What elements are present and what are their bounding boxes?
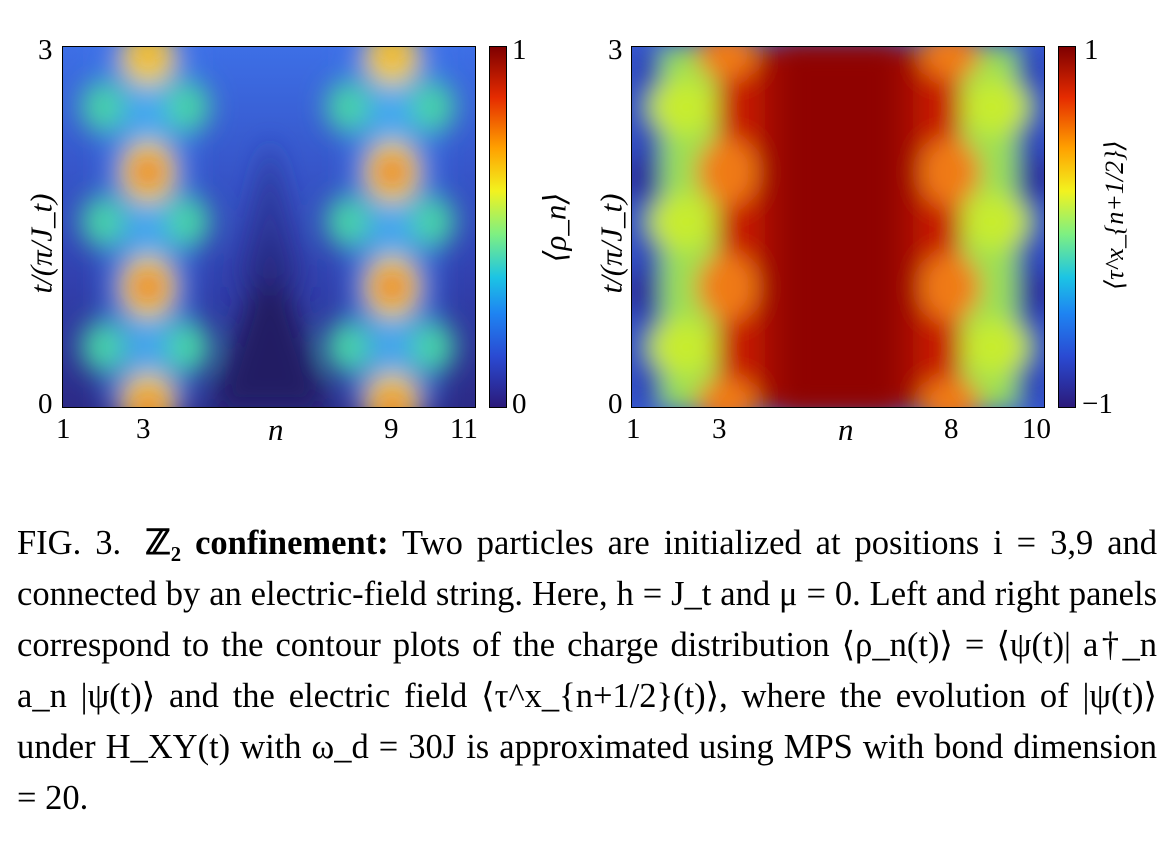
left-heatmap — [62, 46, 476, 408]
right-colorbar-tick-bottom: −1 — [1082, 388, 1113, 420]
right-x-tick-8: 8 — [944, 413, 959, 445]
right-x-tick-3: 3 — [712, 413, 727, 445]
right-x-axis-label: n — [838, 412, 854, 447]
figure-caption: FIG. 3. ℤ₂ confinement: Two particles ar… — [17, 518, 1157, 824]
right-heatmap — [631, 46, 1045, 408]
left-x-tick-11: 11 — [450, 413, 478, 445]
right-y-tick-top: 3 — [608, 34, 623, 66]
left-colorbar-tick-bottom: 0 — [512, 388, 527, 420]
caption-fig-label: FIG. 3. — [17, 524, 122, 562]
left-x-tick-9: 9 — [384, 413, 399, 445]
caption-title: ℤ₂ confinement: — [145, 524, 389, 562]
right-x-tick-10: 10 — [1022, 413, 1051, 445]
left-y-tick-bottom: 0 — [38, 388, 53, 420]
right-y-tick-bottom: 0 — [608, 388, 623, 420]
right-y-axis-label: t/(π/J_t) — [593, 193, 629, 294]
left-colorbar-tick-top: 1 — [512, 34, 527, 66]
left-x-axis-label: n — [268, 412, 284, 447]
left-colorbar — [489, 46, 507, 408]
right-colorbar — [1058, 46, 1076, 408]
left-x-tick-1: 1 — [56, 413, 71, 445]
right-x-tick-1: 1 — [626, 413, 641, 445]
caption-text: Two particles are initialized at positio… — [17, 524, 1158, 817]
left-x-tick-3: 3 — [136, 413, 151, 445]
right-colorbar-tick-top: 1 — [1084, 34, 1099, 66]
left-colorbar-label: ⟨ρ_n⟩ — [537, 192, 573, 263]
left-y-tick-top: 3 — [38, 34, 53, 66]
left-y-axis-label: t/(π/J_t) — [23, 193, 59, 294]
right-colorbar-label: ⟨τ^x_{n+1/2}⟩ — [1100, 140, 1129, 290]
